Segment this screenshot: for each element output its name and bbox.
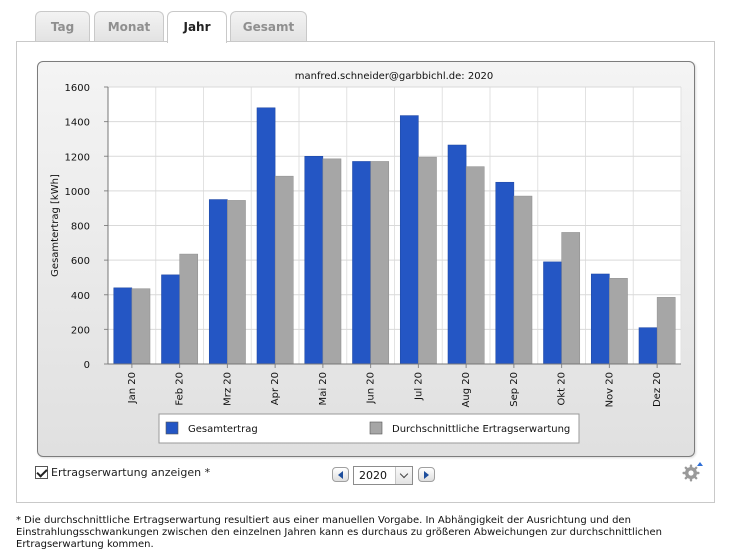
y-tick-label: 800 (71, 222, 90, 233)
tab-jahr[interactable]: Jahr (167, 11, 227, 43)
arrow-left-icon (338, 470, 343, 479)
footnote: * Die durchschnittliche Ertragserwartung… (16, 515, 662, 550)
chart-container: 0 200 400 600 800 1000 1200 1400 1600 Jan 20 Feb 2… (37, 61, 695, 457)
expectation-checkbox[interactable] (35, 466, 48, 479)
expectation-toggle[interactable]: Ertragserwartung anzeigen * (35, 466, 210, 479)
tab-gesamt[interactable]: Gesamt (230, 11, 307, 42)
bar-ertragserwartung (227, 200, 246, 365)
bar-gesamtertrag (638, 327, 658, 365)
bar-ertragserwartung (656, 297, 676, 365)
bar-gesamtertrag (256, 107, 276, 365)
x-tick-label: Feb 20 (175, 372, 186, 406)
chevron-down-icon (399, 469, 409, 479)
x-tick-label: Dez 20 (652, 372, 663, 407)
gear-icon[interactable] (681, 461, 703, 483)
y-tick-label: 0 (84, 360, 90, 371)
y-tick-label: 600 (71, 256, 90, 267)
yield-bar-chart: 0 200 400 600 800 1000 1200 1400 1600 Jan 20 Feb 2… (50, 71, 682, 444)
chart-controls: Ertragserwartung anzeigen * 2020 (35, 462, 703, 485)
legend-box (158, 413, 580, 444)
x-tick-label: Nov 20 (604, 372, 615, 407)
bar-gesamtertrag (113, 287, 133, 365)
dropdown-button[interactable] (395, 467, 412, 484)
year-select[interactable]: 2020 (353, 466, 413, 485)
next-year-button[interactable] (418, 467, 435, 482)
legend-swatch-gesamtertrag (165, 421, 179, 435)
x-tick-label: Jan 20 (127, 372, 138, 404)
bar-gesamtertrag (304, 156, 324, 365)
arrow-right-icon (424, 470, 429, 479)
legend-label-ertragserwartung: Durchschnittliche Ertragserwartung (392, 424, 570, 435)
x-tick-label: Okt 20 (557, 372, 568, 406)
year-select-value: 2020 (359, 469, 387, 482)
x-tick-label: Jul 20 (413, 372, 424, 401)
expectation-checkbox-label: Ertragserwartung anzeigen * (51, 466, 211, 479)
bar-ertragserwartung (131, 288, 151, 365)
bar-ertragserwartung (274, 175, 294, 365)
y-tick-label: 400 (71, 291, 90, 302)
bar-gesamtertrag (495, 181, 515, 365)
bar-ertragserwartung (322, 158, 342, 365)
x-tick-label: Mai 20 (318, 372, 329, 405)
bar-ertragserwartung (370, 161, 390, 365)
bar-gesamtertrag (208, 199, 228, 365)
bar-ertragserwartung (513, 195, 533, 365)
bar-gesamtertrag (447, 144, 467, 365)
legend-swatch-ertragserwartung (369, 421, 383, 435)
bar-gesamtertrag (161, 274, 180, 365)
bar-ertragserwartung (465, 166, 485, 365)
bar-ertragserwartung (609, 278, 628, 365)
bar-gesamtertrag (399, 115, 419, 365)
content-panel: 0 200 400 600 800 1000 1200 1400 1600 Jan 20 Feb 2… (16, 41, 715, 503)
y-tick-label: 1600 (65, 83, 90, 94)
x-tick-label: Jun 20 (366, 372, 377, 405)
tab-monat[interactable]: Monat (94, 11, 164, 42)
x-tick-label: Sep 20 (509, 372, 520, 407)
y-tick-label: 1400 (65, 118, 90, 129)
tab-tag[interactable]: Tag (35, 11, 90, 42)
chart-title: manfred.schneider@garbbichl.de: 2020 (295, 71, 494, 82)
x-tick-label: Apr 20 (270, 372, 281, 405)
legend-label-gesamtertrag: Gesamtertrag (188, 424, 258, 435)
bar-gesamtertrag (590, 273, 610, 365)
y-tick-label: 200 (71, 325, 90, 336)
bar-ertragserwartung (418, 156, 437, 365)
y-tick-label: 1000 (65, 187, 90, 198)
bar-gesamtertrag (543, 261, 562, 365)
y-tick-label: 1200 (65, 152, 90, 163)
y-axis-label: Gesamtertrag [kWh] (50, 174, 61, 277)
bar-ertragserwartung (179, 253, 199, 365)
previous-year-button[interactable] (332, 467, 349, 482)
x-tick-label: Mrz 20 (222, 372, 233, 406)
x-tick-label: Aug 20 (461, 372, 472, 407)
bar-ertragserwartung (561, 232, 581, 365)
bar-gesamtertrag (352, 161, 371, 365)
